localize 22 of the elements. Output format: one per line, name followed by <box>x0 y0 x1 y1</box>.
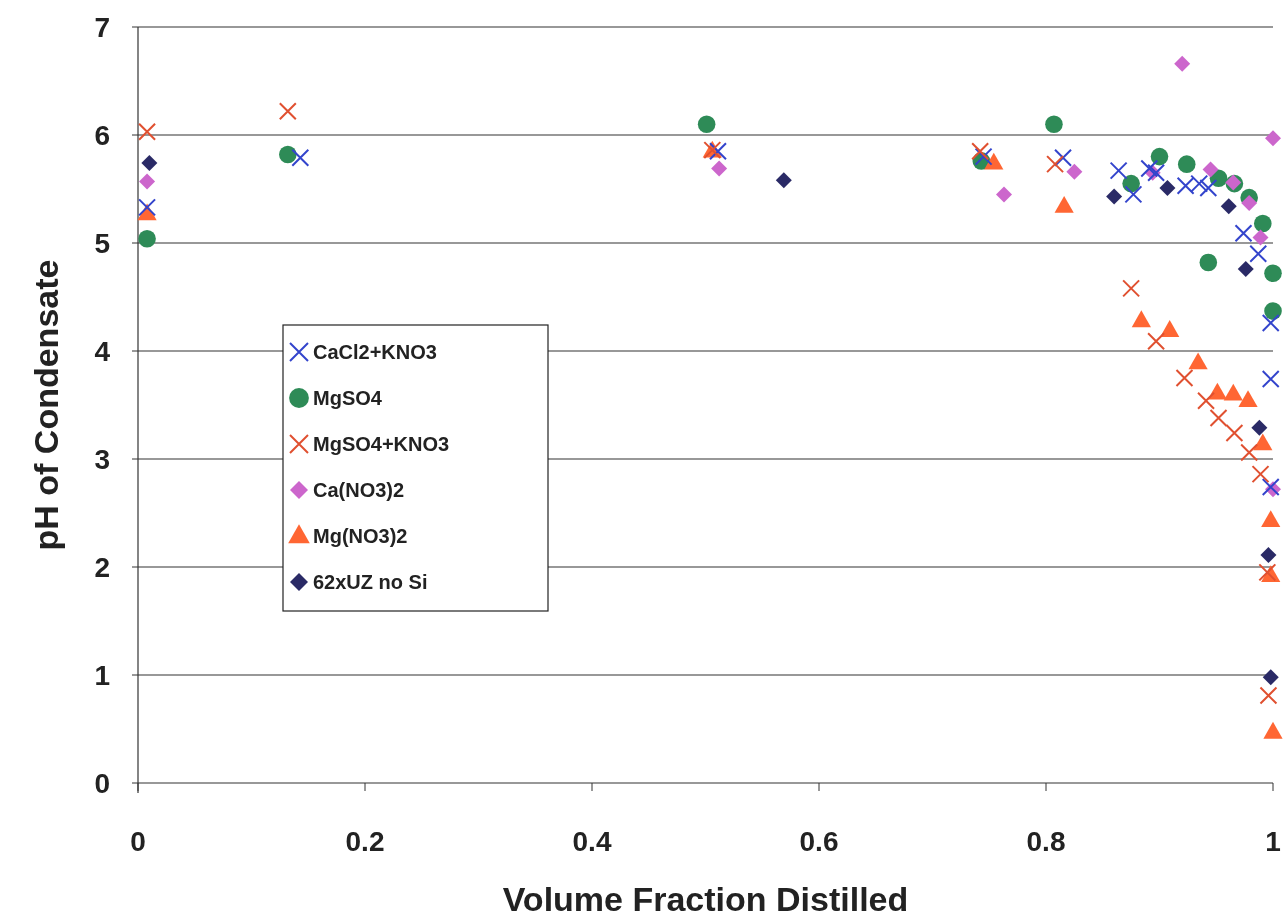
x-tick-label: 0.8 <box>1026 826 1066 857</box>
legend-label: Ca(NO3)2 <box>313 479 405 501</box>
y-tick-label: 1 <box>94 659 110 691</box>
y-axis-title: pH of Condensate <box>27 259 65 551</box>
legend-label: Mg(NO3)2 <box>313 525 408 547</box>
y-tick-label: 4 <box>94 335 111 367</box>
x-axis-title: Volume Fraction Distilled <box>502 880 909 918</box>
legend-label: 62xUZ no Si <box>313 571 428 593</box>
y-tick-label: 2 <box>94 551 110 583</box>
legend-label: CaCl2+KNO3 <box>313 341 437 363</box>
x-tick-label: 1 <box>1265 826 1281 857</box>
y-tick-label: 0 <box>94 767 110 799</box>
x-tick-label: 0.4 <box>572 826 612 857</box>
x-tick-label: 0 <box>130 826 146 857</box>
x-tick-label: 0.2 <box>345 826 385 857</box>
legend-label: MgSO4+KNO3 <box>313 433 450 455</box>
y-tick-label: 7 <box>94 11 110 43</box>
y-tick-label: 3 <box>94 443 110 475</box>
legend-label: MgSO4 <box>313 387 383 409</box>
y-tick-label: 5 <box>94 227 110 259</box>
y-tick-label: 6 <box>94 119 110 151</box>
x-tick-label: 0.6 <box>799 826 839 857</box>
